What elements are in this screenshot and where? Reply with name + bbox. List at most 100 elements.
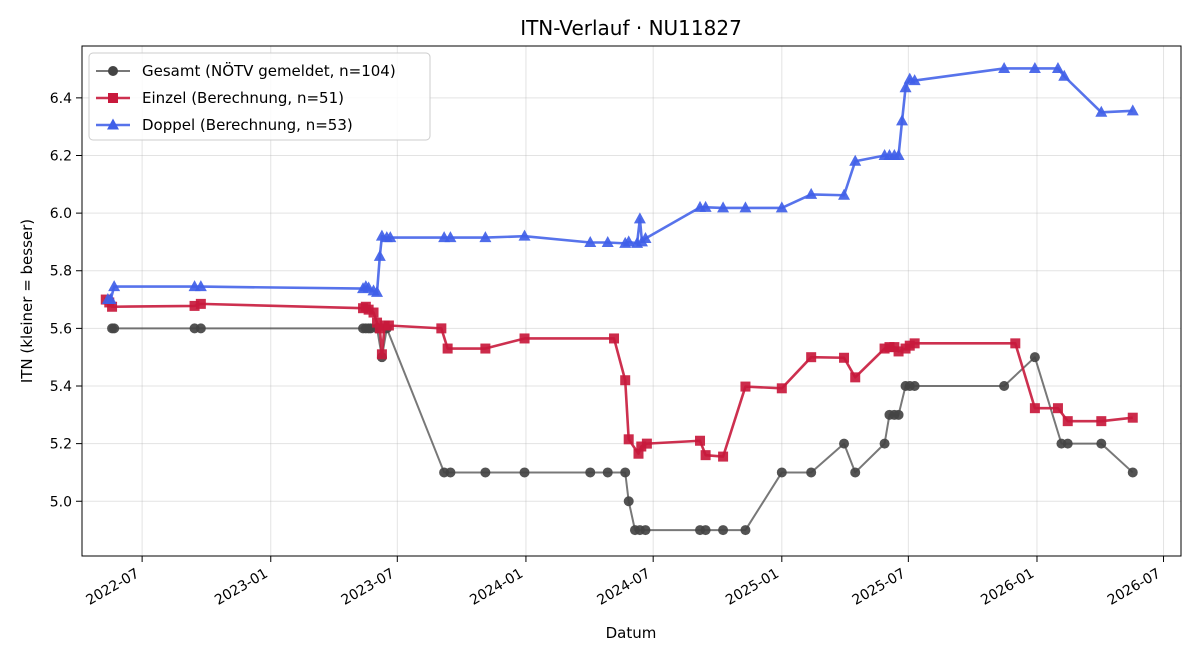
data-point-doppel [194, 280, 207, 292]
series-doppel [101, 61, 1139, 305]
data-point-einzel [620, 375, 631, 386]
data-point-einzel [806, 352, 817, 363]
data-point-einzel [1127, 412, 1138, 423]
data-point-gesamt [1127, 467, 1138, 478]
data-point-einzel [436, 323, 447, 334]
data-point-doppel [622, 235, 635, 247]
data-point-einzel [718, 451, 729, 462]
data-point-einzel [1052, 403, 1063, 414]
legend-item-doppel: Doppel (Berechnung, n=53) [96, 116, 353, 134]
data-point-einzel [641, 438, 652, 449]
y-tick-label: 6.0 [50, 206, 72, 222]
legend: Gesamt (NÖTV gemeldet, n=104) Einzel (Ber… [88, 52, 431, 141]
data-point-doppel [1051, 61, 1064, 73]
data-point-gesamt [909, 381, 920, 391]
data-point-gesamt [806, 467, 817, 478]
data-point-doppel [384, 231, 397, 243]
data-point-gesamt [640, 525, 651, 536]
data-point-doppel [1058, 69, 1071, 81]
data-point-doppel [1126, 104, 1139, 116]
data-point-gesamt [620, 467, 631, 478]
data-point-doppel [805, 187, 818, 199]
data-point-doppel [104, 293, 117, 305]
data-point-gesamt [893, 409, 904, 420]
data-point-einzel [195, 298, 206, 309]
data-point-einzel [368, 307, 379, 318]
data-point-gesamt [999, 381, 1010, 391]
data-point-einzel [850, 372, 861, 383]
data-point-gesamt [519, 467, 530, 478]
data-point-gesamt [445, 467, 456, 478]
data-point-gesamt [585, 467, 596, 478]
y-tick-label: 6.2 [50, 148, 72, 164]
legend-box [88, 52, 431, 141]
legend-marker [108, 93, 118, 103]
x-axis-label: Datum [606, 624, 657, 642]
legend-label: Gesamt (NÖTV gemeldet, n=104) [142, 61, 396, 80]
series-einzel [100, 294, 1138, 462]
data-point-einzel [609, 333, 620, 344]
data-point-einzel [839, 352, 850, 363]
data-point-einzel [633, 448, 644, 459]
data-point-gesamt [109, 323, 120, 334]
legend-item-gesamt: Gesamt (NÖTV gemeldet, n=104) [96, 61, 396, 80]
data-point-doppel [1095, 105, 1108, 117]
data-point-gesamt [1062, 438, 1073, 449]
data-point-einzel [623, 434, 634, 445]
data-point-einzel [1062, 416, 1073, 427]
legend-label: Einzel (Berechnung, n=51) [142, 89, 344, 107]
data-point-doppel [998, 61, 1011, 73]
data-point-doppel [518, 229, 531, 241]
y-tick-label: 6.4 [50, 91, 72, 107]
legend-item-einzel: Einzel (Berechnung, n=51) [96, 89, 344, 107]
data-point-doppel [699, 200, 712, 212]
data-point-doppel [371, 285, 384, 297]
series-layer [100, 61, 1139, 536]
data-point-gesamt [718, 525, 729, 536]
y-tick-label: 5.2 [50, 437, 72, 453]
data-point-einzel [372, 317, 383, 328]
data-point-einzel [893, 346, 904, 357]
data-point-gesamt [195, 323, 206, 334]
data-point-einzel [1010, 338, 1021, 349]
data-point-doppel [896, 114, 909, 126]
data-point-einzel [695, 435, 706, 446]
data-point-doppel [444, 231, 457, 243]
data-point-einzel [383, 320, 394, 331]
data-point-doppel [849, 154, 862, 166]
data-point-doppel [899, 81, 912, 93]
data-point-doppel [584, 236, 597, 248]
data-point-gesamt [879, 438, 890, 449]
y-axis: 5.0 5.2 5.4 5.6 5.8 6.0 6.2 6.4 [50, 91, 82, 510]
data-point-einzel [700, 450, 711, 461]
data-point-einzel [480, 343, 491, 354]
data-point-doppel [373, 249, 386, 261]
legend-label: Doppel (Berechnung, n=53) [142, 116, 353, 134]
data-point-doppel [908, 74, 921, 86]
data-point-gesamt [602, 467, 613, 478]
data-point-einzel [107, 301, 118, 312]
data-point-gesamt [1096, 438, 1107, 449]
data-point-einzel [376, 349, 387, 360]
data-point-einzel [740, 381, 751, 392]
data-point-gesamt [776, 467, 787, 478]
data-point-doppel [1028, 61, 1041, 73]
data-point-einzel [519, 333, 530, 344]
data-point-einzel [189, 300, 200, 311]
data-point-doppel [639, 231, 652, 243]
plot-frame [81, 45, 1182, 557]
y-tick-label: 5.6 [50, 321, 72, 337]
y-axis-label: ITN (kleiner = besser) [18, 219, 36, 383]
data-point-gesamt [740, 525, 751, 536]
data-point-doppel [892, 148, 905, 160]
data-point-einzel [776, 383, 787, 394]
data-point-gesamt [1029, 352, 1040, 363]
data-point-gesamt [480, 467, 491, 478]
data-point-gesamt [850, 467, 861, 478]
data-point-einzel [1029, 403, 1040, 414]
data-point-gesamt [700, 525, 711, 536]
data-point-einzel [636, 441, 647, 452]
data-point-einzel [909, 338, 920, 349]
y-tick-label: 5.4 [50, 379, 72, 395]
